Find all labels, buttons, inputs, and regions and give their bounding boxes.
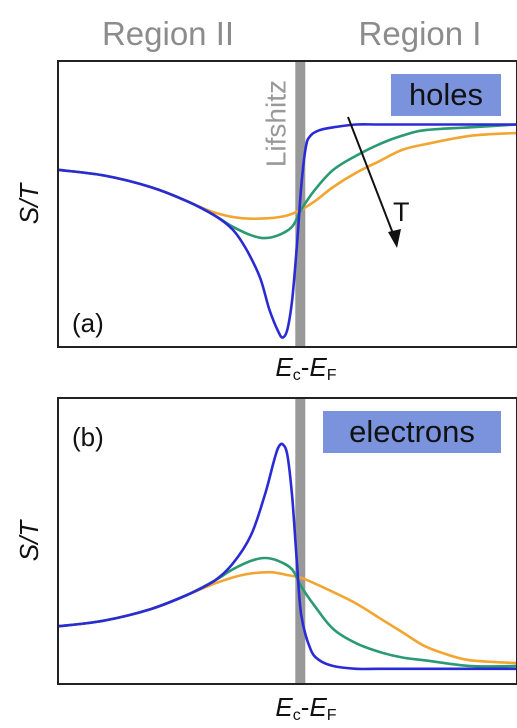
region-ii-label: Region II <box>102 15 234 52</box>
plot-area-b <box>58 399 517 683</box>
temperature-arrow-head <box>388 229 401 248</box>
plot-frame-b <box>57 397 517 685</box>
series-orange-b <box>58 570 517 665</box>
panel-b: electrons (b) S/T Ec-EF <box>14 397 517 724</box>
y-axis-label-a: S/T <box>14 182 44 225</box>
plot-frame-a <box>57 60 517 348</box>
panel-a-label: (a) <box>72 308 104 338</box>
x-axis-label-b: Ec-EF <box>275 692 336 724</box>
series-blue-b <box>58 442 516 671</box>
lifshitz-boundary-b <box>295 399 306 683</box>
plot-area-a <box>58 62 517 346</box>
holes-label-box <box>391 74 501 116</box>
electrons-label-box <box>323 411 501 453</box>
x-axis-label-a: Ec-EF <box>275 352 336 384</box>
panel-a: Lifshitz holes T (a) S/T Ec-EF <box>14 60 517 384</box>
temperature-label: T <box>393 197 410 227</box>
region-i-label: Region I <box>359 15 482 52</box>
lifshitz-label: Lifshitz <box>260 80 291 167</box>
y-axis-label-b: S/T <box>14 519 44 562</box>
electrons-label: electrons <box>349 414 475 449</box>
series-blue-a <box>58 122 516 339</box>
panel-b-label: (b) <box>72 422 104 452</box>
temperature-arrow <box>347 116 398 245</box>
holes-label: holes <box>409 77 483 112</box>
